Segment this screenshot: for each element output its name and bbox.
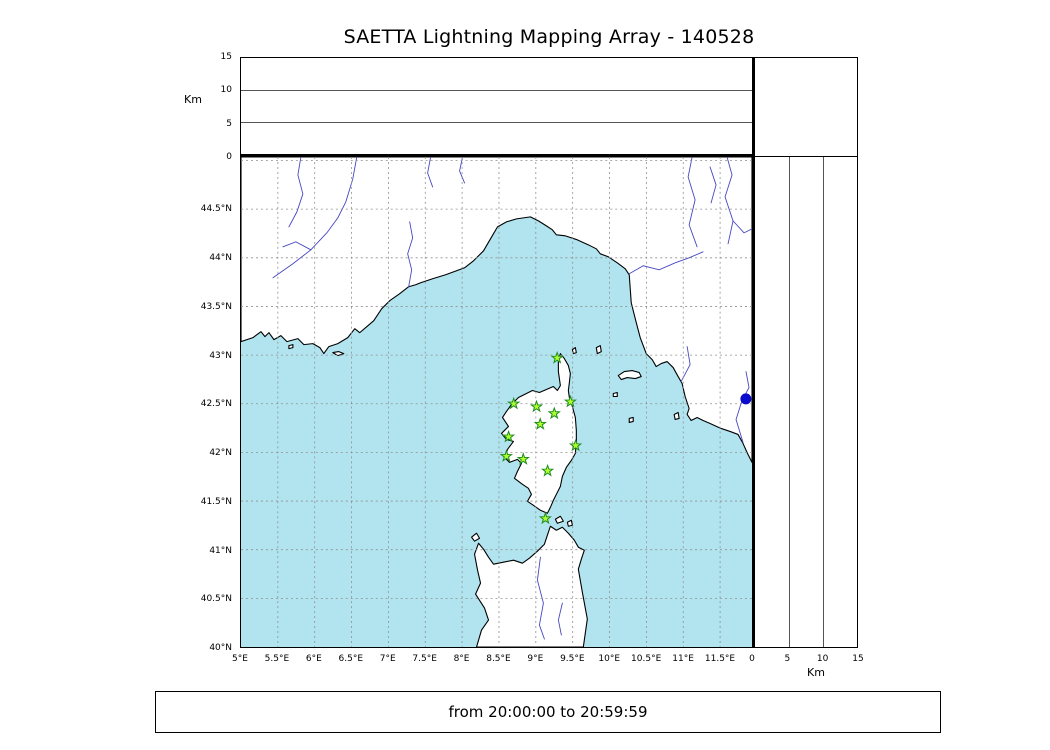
- coastline-corsica: [500, 353, 577, 514]
- altitude-longitude-panel: [240, 57, 752, 157]
- island-elba: [617, 370, 642, 381]
- lat-tick-label: 41°N: [209, 545, 232, 556]
- landmasses: [241, 157, 752, 647]
- altitude-km-tick-label: 15: [220, 52, 232, 62]
- time-range-box: from 20:00:00 to 20:59:59: [155, 691, 941, 733]
- lon-tick-label: 10.5°E: [631, 654, 662, 664]
- river-alps-1: [427, 157, 434, 188]
- river-fork: [282, 241, 312, 251]
- lma-station-star-marker: [540, 463, 555, 477]
- lon-tick-label: 11.5°E: [704, 654, 736, 664]
- altitude-histogram-panel: [752, 57, 858, 157]
- station-markers: [499, 350, 752, 525]
- map-gridlines: [241, 157, 752, 647]
- lon-tick-label: 8°E: [453, 654, 470, 664]
- lma-station-star-marker: [499, 449, 513, 462]
- lon-tick-label: 7.5°E: [412, 654, 437, 664]
- lon-tick-label: 7°E: [379, 654, 396, 664]
- page-title: SAETTA Lightning Mapping Array - 140528: [343, 26, 755, 48]
- lma-station-star-marker: [550, 350, 564, 364]
- right-axis-unit-label: Km: [807, 666, 825, 679]
- island-maddalena-1: [554, 515, 564, 524]
- lat-tick-label: 41.5°N: [200, 496, 232, 507]
- source-dot-marker: [740, 393, 752, 405]
- island-pianosa: [612, 391, 618, 398]
- lat-tick-label: 43.5°N: [200, 301, 232, 312]
- altitude-latitude-panel: [752, 157, 858, 648]
- lon-tick-label: 9.5°E: [560, 654, 585, 664]
- time-range-label: from 20:00:00 to 20:59:59: [448, 703, 648, 721]
- island-capraia: [595, 345, 602, 355]
- lat-tick-label: 43°N: [209, 350, 232, 361]
- island-maddalena-2: [566, 519, 573, 527]
- island-giglio: [673, 411, 680, 421]
- lma-station-star-marker: [568, 438, 583, 452]
- lma-station-star-marker: [547, 406, 561, 420]
- altitude-gridline-5km: [241, 122, 752, 123]
- river-sardinia-2: [557, 602, 563, 636]
- islet-porquerolles: [332, 351, 345, 357]
- river-apennine-1: [687, 157, 698, 248]
- altitude-km-tick-label: 5: [226, 118, 232, 129]
- right-km-tick-label: 10: [816, 654, 829, 664]
- lon-tick-label: 10°E: [598, 654, 621, 664]
- lat-tick-label: 44.5°N: [200, 204, 232, 215]
- lma-station-star-marker: [516, 452, 530, 465]
- altitude-gridline-10km-vertical: [823, 157, 824, 647]
- river-rhone-branch: [288, 157, 304, 228]
- right-km-tick-label: 0: [749, 654, 755, 664]
- lon-tick-label: 8.5°E: [486, 654, 511, 664]
- map-canvas: [241, 157, 752, 647]
- islet-frioul: [288, 344, 294, 350]
- map-panel: [240, 157, 752, 648]
- altitude-km-tick-label: 10: [220, 85, 232, 96]
- right-km-tick-label: 5: [784, 654, 791, 664]
- lma-station-star-marker: [506, 396, 521, 410]
- lma-station-star-marker: [501, 429, 516, 443]
- altitude-km-tick-label: 0: [226, 152, 232, 162]
- river-ombrone: [680, 346, 691, 382]
- lon-tick-label: 5°E: [232, 654, 248, 664]
- coastline-mainland-france-italy: [241, 157, 752, 463]
- lma-station-star-marker: [563, 394, 578, 408]
- altitude-gridline-10km: [241, 89, 752, 91]
- river-sardinia-1: [536, 556, 545, 640]
- altitude-gridline-5km-vertical: [788, 157, 790, 647]
- lma-station-star-marker: [533, 417, 547, 430]
- altitude-axis-unit-label: Km: [184, 93, 202, 106]
- lat-tick-label: 40°N: [209, 643, 232, 653]
- lat-tick-label: 40.5°N: [200, 594, 232, 605]
- lon-tick-label: 5.5°E: [264, 654, 290, 664]
- lon-tick-label: 11°E: [672, 654, 694, 664]
- island-asinara: [470, 532, 481, 542]
- river-var: [407, 221, 414, 288]
- river-arno: [628, 251, 704, 275]
- lma-station-star-marker: [529, 399, 544, 413]
- river-apennine-2: [724, 157, 734, 245]
- river-apennine-3: [732, 220, 752, 234]
- lma-station-star-marker: [538, 511, 553, 525]
- island-montecristo: [628, 416, 634, 424]
- lon-tick-label: 9°E: [527, 654, 544, 664]
- lat-tick-label: 44°N: [209, 253, 232, 263]
- river-alps-2: [459, 157, 466, 184]
- lat-tick-label: 42°N: [209, 448, 232, 458]
- lon-tick-label: 6°E: [305, 654, 322, 664]
- lon-tick-label: 6.5°E: [338, 654, 364, 664]
- right-km-tick-label: 15: [852, 654, 864, 664]
- lat-tick-label: 42.5°N: [200, 399, 232, 410]
- river-apennine-4: [709, 166, 717, 204]
